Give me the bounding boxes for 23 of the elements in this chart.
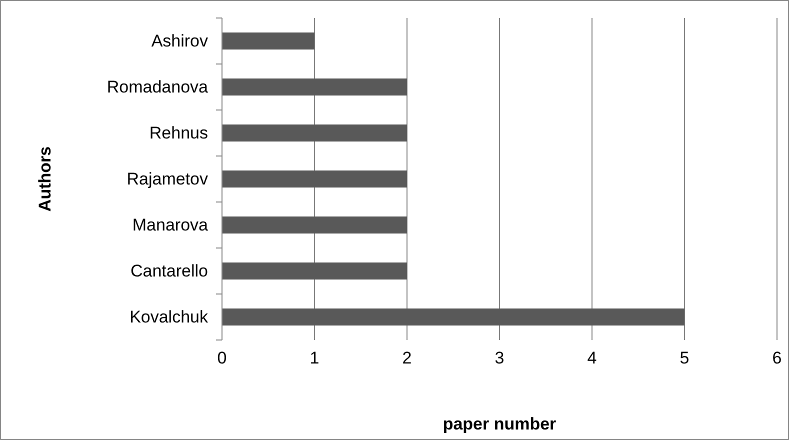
y-tick-label: Rajametov	[126, 170, 208, 188]
y-tick-label: Manarova	[132, 216, 209, 234]
y-tick-label: Cantarello	[130, 262, 208, 280]
x-tick-label: 4	[587, 348, 597, 368]
y-tick-label: Romadanova	[106, 78, 209, 96]
x-tick-label: 0	[217, 348, 227, 368]
y-tick-label: Ashirov	[151, 32, 208, 50]
y-tick-label: Kovalchuk	[130, 308, 208, 326]
bar	[222, 216, 407, 234]
x-tick-label: 2	[402, 348, 412, 368]
bar	[222, 308, 684, 326]
bar	[222, 78, 407, 96]
x-tick-label: 3	[494, 348, 504, 368]
y-tick-label: Rehnus	[149, 124, 208, 142]
bar	[222, 124, 407, 142]
x-axis-title: paper number	[442, 414, 557, 434]
bar	[222, 262, 407, 280]
x-tick-label: 6	[772, 348, 782, 368]
bar	[222, 32, 314, 50]
bar	[222, 170, 407, 188]
x-tick-label: 5	[680, 348, 690, 368]
y-axis-title: Authors	[36, 146, 54, 212]
x-tick-label: 1	[310, 348, 320, 368]
